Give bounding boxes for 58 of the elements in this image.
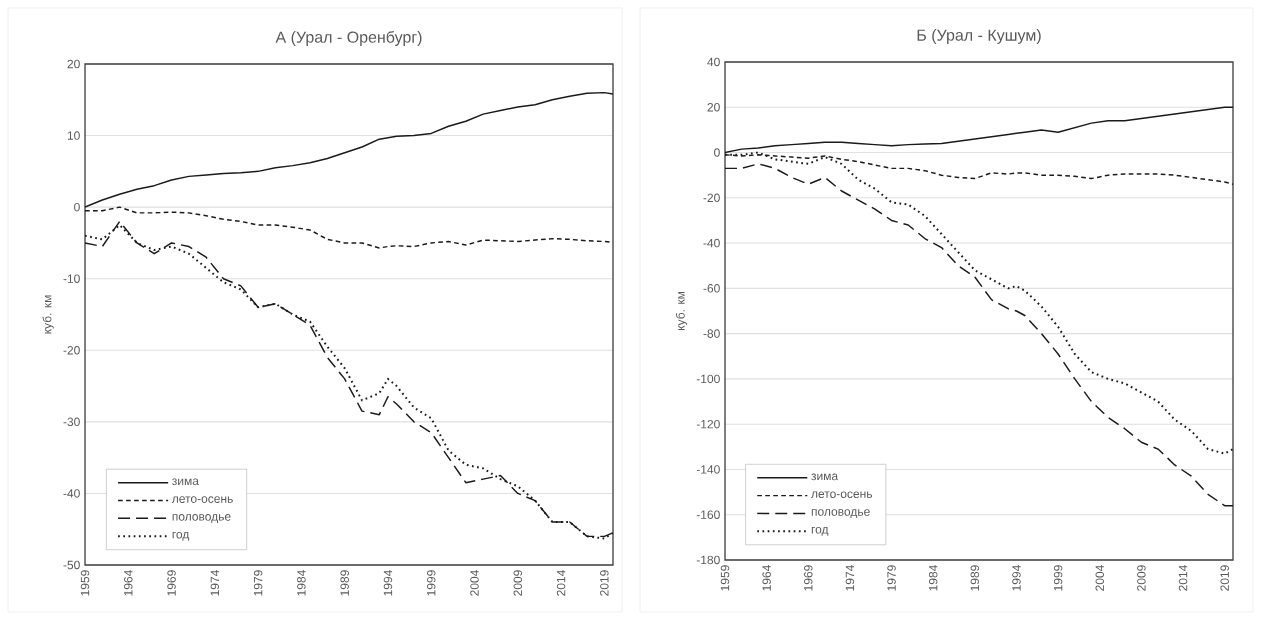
x-tick-label: 1974 [210, 570, 220, 596]
y-tick-label: -60 [703, 284, 720, 293]
y-tick-label: -40 [63, 489, 80, 498]
x-tick-label: 2019 [600, 570, 609, 596]
y-tick-label: -30 [63, 417, 80, 427]
legend-label: зима [172, 478, 199, 486]
x-tick-label: 1964 [762, 565, 771, 591]
x-tick-label: 1959 [720, 565, 730, 591]
y-tick-label: 20 [67, 59, 80, 69]
y-tick-label: 0 [74, 202, 80, 212]
legend-label: лето-осень [171, 496, 233, 503]
legend-label: половодье [172, 514, 231, 523]
x-tick-label: 2009 [513, 570, 523, 596]
y-tick-label: 40 [707, 57, 720, 67]
legend-label: половодье [811, 509, 870, 519]
y-tick-label: -40 [703, 238, 720, 248]
x-tick-label: 1999 [426, 570, 436, 596]
chart-title: А (Урал - Оренбург) [275, 30, 422, 46]
x-tick-label: 2014 [556, 570, 566, 596]
x-tick-label: 1979 [253, 570, 263, 596]
x-tick-label: 1999 [1053, 565, 1063, 591]
y-tick-label: -160 [696, 510, 720, 519]
x-tick-label: 1994 [383, 570, 393, 596]
y-tick-label: 20 [707, 103, 720, 112]
legend-label: зима [811, 473, 839, 481]
y-axis-title: куб. км [42, 295, 54, 334]
x-tick-label: 1969 [167, 570, 176, 596]
x-tick-label: 1989 [970, 565, 980, 591]
x-tick-label: 1984 [928, 565, 938, 591]
y-tick-label: -20 [63, 346, 80, 355]
x-tick-label: 1959 [80, 570, 90, 596]
x-tick-label: 2004 [470, 570, 479, 596]
y-tick-label: -50 [63, 560, 80, 570]
x-tick-label: 2019 [1220, 565, 1229, 591]
y-tick-label: 0 [714, 148, 720, 157]
y-tick-label: -20 [703, 193, 720, 203]
legend-label: год [172, 531, 190, 541]
y-tick-label: -180 [696, 555, 720, 565]
chart-title: Б (Урал - Кушум) [917, 29, 1041, 44]
x-tick-label: 1994 [1012, 565, 1021, 591]
y-tick-label: -100 [696, 374, 720, 384]
x-tick-label: 2009 [1137, 565, 1146, 591]
x-tick-label: 1964 [124, 570, 133, 596]
x-tick-label: 1969 [804, 565, 813, 591]
y-tick-label: -120 [696, 419, 720, 429]
x-tick-label: 1984 [297, 570, 306, 596]
y-tick-label: 10 [67, 131, 80, 140]
x-tick-label: 2014 [1178, 565, 1188, 591]
x-tick-label: 1979 [887, 565, 896, 591]
x-tick-label: 2004 [1095, 565, 1105, 591]
legend-label: год [811, 526, 829, 536]
x-tick-label: 1989 [340, 570, 349, 596]
y-tick-label: -80 [703, 329, 720, 338]
y-axis-title: куб. км [675, 291, 688, 331]
legend-label: лето-осень [811, 491, 873, 498]
y-tick-label: -140 [696, 465, 720, 474]
x-tick-label: 1974 [845, 565, 855, 591]
y-tick-label: -10 [63, 274, 80, 283]
